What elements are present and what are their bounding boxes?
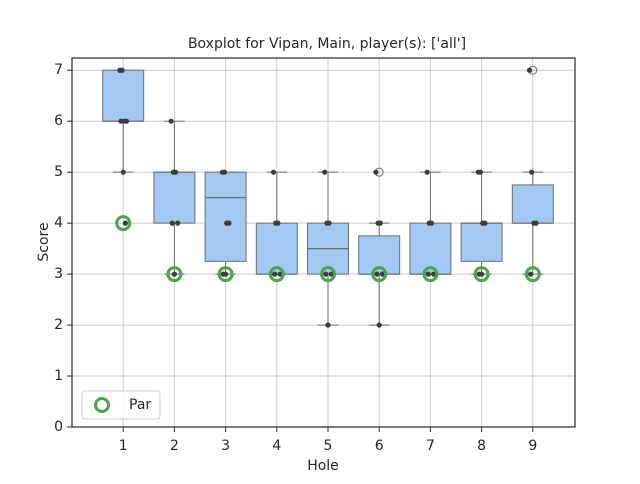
par-marker — [320, 266, 336, 283]
y-tick-label: 6 — [54, 113, 63, 129]
legend-marker — [94, 397, 110, 413]
strip-point — [223, 271, 229, 277]
strip-point — [326, 220, 332, 226]
x-tick-label: 2 — [170, 438, 179, 454]
par-marker — [115, 215, 132, 232]
box — [204, 171, 247, 262]
y-tick-label: 5 — [54, 164, 63, 180]
strip-point — [172, 169, 179, 175]
strip-point — [431, 271, 437, 277]
strip-point — [171, 271, 177, 277]
strip-point — [533, 220, 539, 226]
x-tick-label: 7 — [426, 438, 435, 454]
strip-point — [118, 118, 124, 124]
box — [460, 222, 503, 262]
box — [102, 69, 145, 122]
x-tick-label: 8 — [477, 438, 486, 454]
strip-point — [175, 220, 181, 226]
par-marker — [473, 266, 490, 283]
y-tick-label: 2 — [54, 317, 63, 333]
strip-point — [379, 271, 386, 277]
strip-point — [477, 169, 484, 175]
strip-point — [325, 322, 331, 328]
strip-point — [226, 220, 232, 226]
x-tick-label: 5 — [324, 438, 333, 454]
strip-point — [270, 169, 277, 175]
strip-point — [275, 220, 281, 226]
box — [409, 222, 452, 275]
strip-point — [526, 67, 533, 73]
strip-point — [328, 271, 334, 277]
strip-point — [528, 271, 534, 277]
box — [153, 171, 196, 224]
y-tick-label: 0 — [54, 419, 63, 435]
box — [511, 184, 554, 224]
par-marker — [524, 266, 541, 283]
x-axis-label: Hole — [307, 458, 339, 474]
strip-point — [425, 271, 431, 277]
y-tick-label: 1 — [54, 368, 63, 384]
x-tick-label: 1 — [119, 438, 128, 454]
strip-point — [119, 67, 125, 73]
strip-point — [277, 271, 283, 277]
y-tick-label: 4 — [54, 215, 63, 231]
strip-point — [373, 169, 379, 175]
strip-point — [424, 169, 430, 175]
strip-point — [377, 220, 383, 226]
strip-point — [122, 220, 128, 226]
legend-label: Par — [129, 397, 151, 413]
strip-point — [123, 118, 130, 124]
strip-point — [376, 322, 382, 328]
par-marker — [268, 266, 285, 283]
par-marker — [166, 266, 183, 283]
strip-point — [169, 220, 175, 226]
strip-point — [479, 271, 485, 277]
y-axis-label: Score — [36, 222, 52, 261]
box — [255, 222, 298, 275]
strip-point — [482, 220, 488, 226]
strip-point — [374, 271, 380, 277]
x-tick-label: 4 — [272, 438, 281, 454]
strip-point — [428, 220, 435, 226]
x-tick-label: 9 — [528, 438, 537, 454]
y-tick-label: 3 — [54, 266, 63, 282]
strip-point — [221, 169, 228, 175]
strip-point — [168, 118, 174, 124]
plot-frame — [71, 57, 576, 428]
y-tick-label: 7 — [54, 62, 63, 78]
strip-point — [323, 271, 329, 277]
par-marker — [422, 266, 439, 283]
par-marker — [371, 266, 388, 283]
x-tick-label: 6 — [375, 438, 384, 454]
par-marker — [217, 266, 234, 283]
chart-title: Boxplot for Vipan, Main, player(s): ['al… — [188, 36, 466, 52]
strip-point — [120, 169, 126, 175]
x-tick-label: 3 — [221, 438, 230, 454]
strip-point — [272, 271, 278, 277]
strip-point — [322, 169, 328, 175]
strip-point — [529, 169, 535, 175]
